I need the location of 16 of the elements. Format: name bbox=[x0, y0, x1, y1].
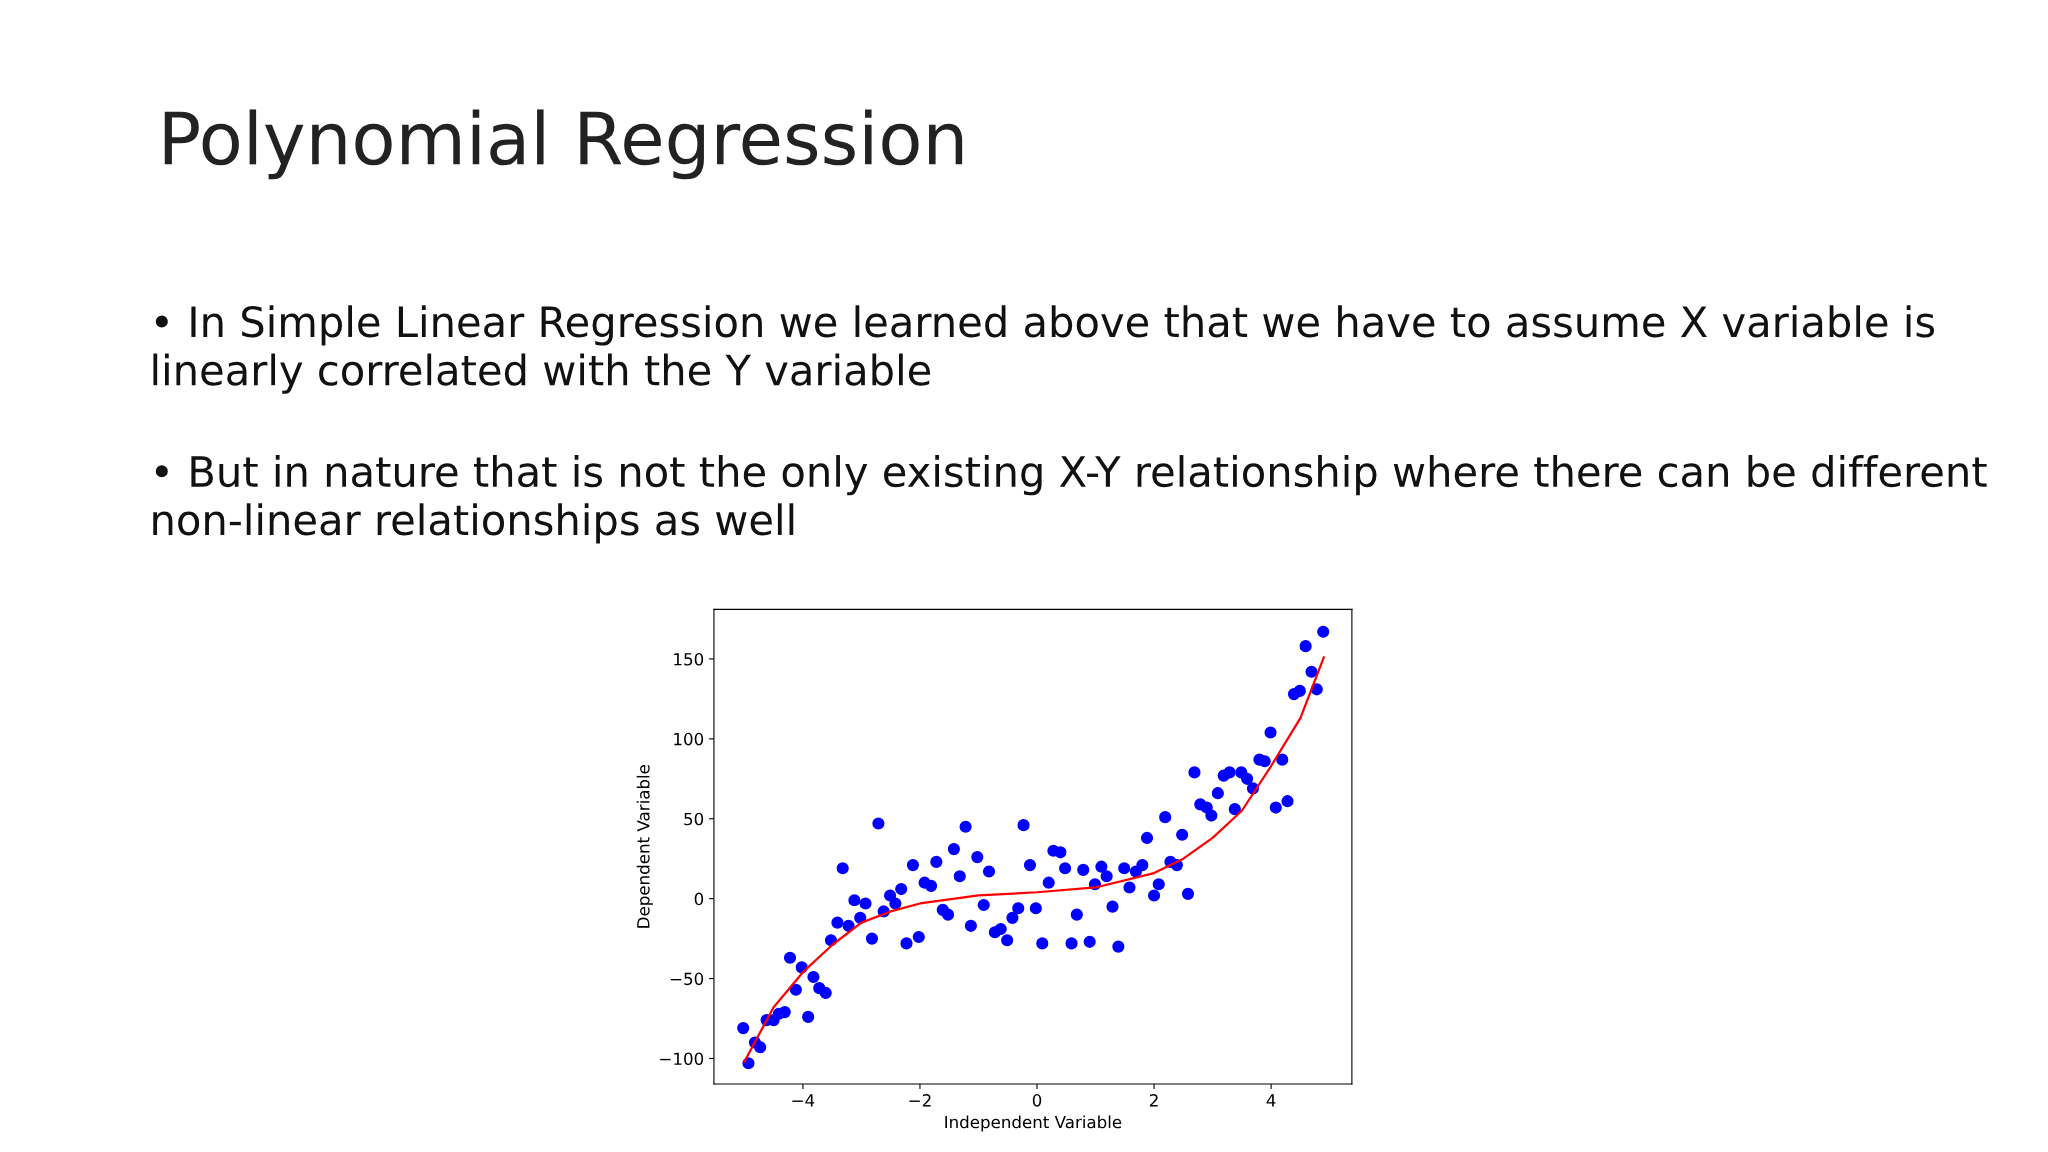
y-axis-title: Dependent Variable bbox=[636, 765, 653, 928]
text: • But in nature that is not the only existing X-Y relationship where there can be different non-linear relationships as well bbox=[153, 455, 1987, 544]
x-axis-title: Independent Variable bbox=[945, 1115, 1122, 1132]
y-tick-label: 50 bbox=[684, 812, 704, 826]
x-tick-label: −2 bbox=[909, 1094, 931, 1107]
text: • In Simple Linear Regression we learned above that we have to assume X variable is linearly correlated with the Y variable bbox=[153, 305, 1935, 394]
y-tick-label: −50 bbox=[670, 972, 704, 986]
x-tick-label: 2 bbox=[1149, 1094, 1158, 1107]
x-tick-label: 4 bbox=[1266, 1094, 1276, 1107]
y-tick-label: 0 bbox=[694, 892, 704, 906]
y-tick-label: 100 bbox=[674, 732, 704, 746]
y-tick-label: 150 bbox=[674, 652, 704, 666]
y-tick-label: −100 bbox=[660, 1052, 704, 1066]
x-tick-label: −4 bbox=[792, 1094, 815, 1107]
chart-title: Polynomial Regression bbox=[164, 109, 963, 180]
x-tick-label: 0 bbox=[1032, 1094, 1042, 1107]
